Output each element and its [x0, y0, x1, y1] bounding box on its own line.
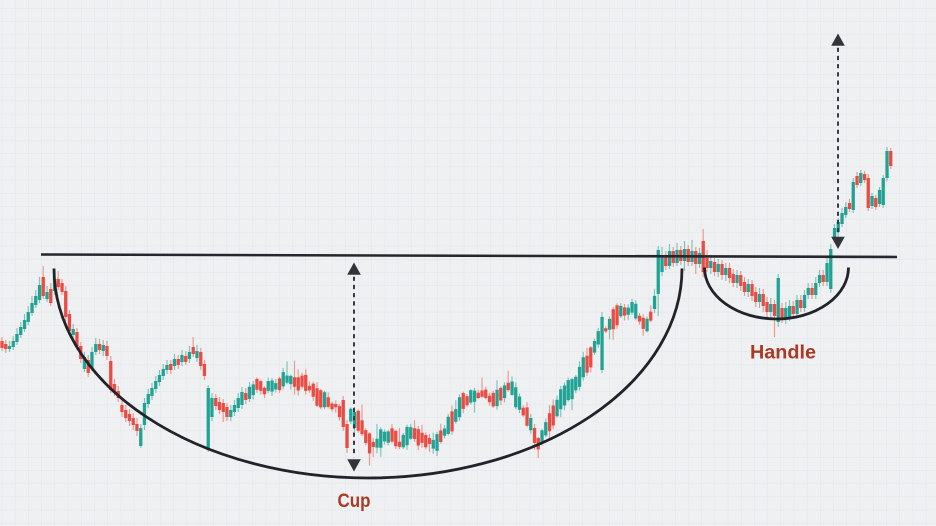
svg-text:Cup: Cup — [338, 490, 371, 512]
svg-text:Handle: Handle — [750, 342, 816, 364]
